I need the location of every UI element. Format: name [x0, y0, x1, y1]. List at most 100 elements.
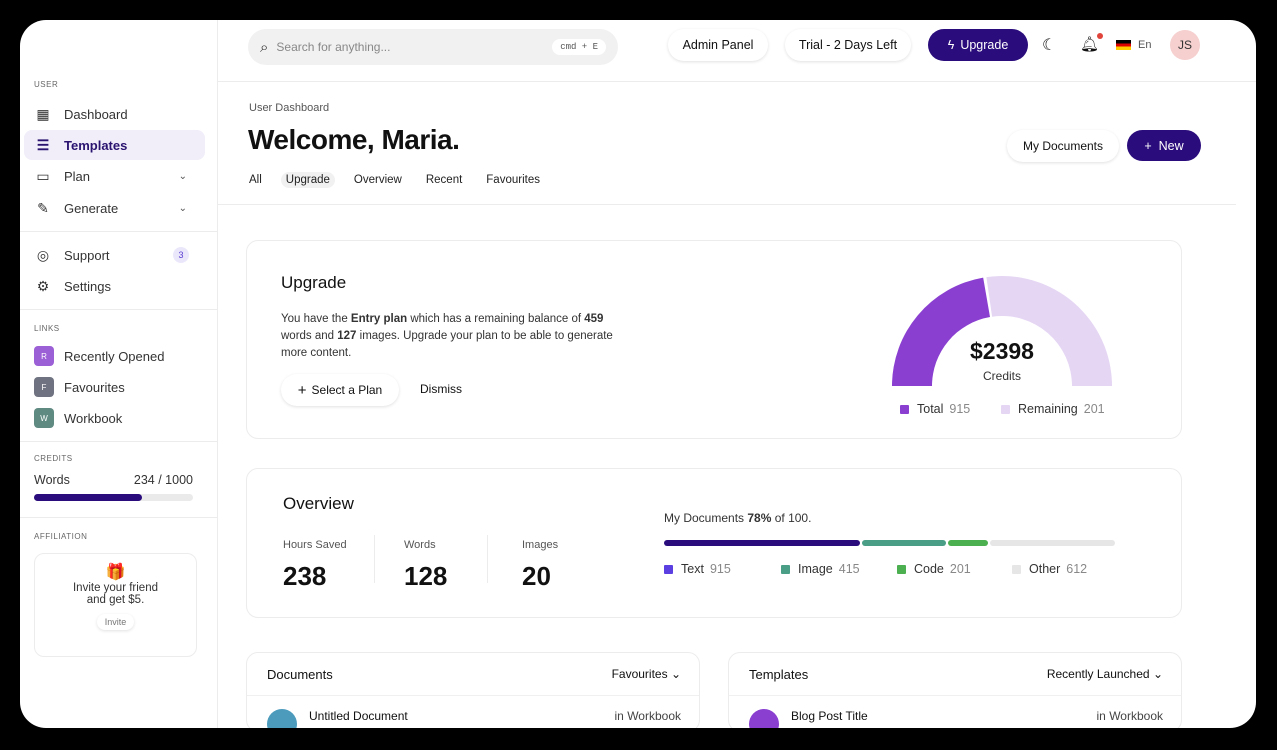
- stat-hours-saved: Hours Saved 238: [283, 539, 347, 591]
- wallet-icon: ▭: [36, 167, 50, 184]
- documents-filter-dropdown[interactable]: Favourites ⌄: [611, 667, 681, 681]
- grid-icon: ▦: [36, 105, 50, 122]
- credits-row: Words 234 / 1000: [34, 473, 193, 487]
- gift-icon: 🎁: [105, 564, 126, 581]
- tab-overview[interactable]: Overview: [353, 174, 402, 186]
- invite-button[interactable]: Invite: [97, 614, 135, 630]
- notification-dot: [1097, 33, 1104, 39]
- sidebar-link-item[interactable]: W Workbook: [24, 403, 205, 433]
- shortcut-hint: cmd + E: [552, 39, 606, 55]
- legend-swatch: [1012, 564, 1021, 574]
- sidebar-item-generate[interactable]: ✎ Generate ⌄: [24, 193, 205, 223]
- upgrade-description: You have the Entry plan which has a rema…: [281, 313, 613, 359]
- legend-swatch: [1001, 404, 1010, 414]
- language-selector[interactable]: En: [1116, 39, 1151, 51]
- upgrade-title: Upgrade: [281, 273, 347, 292]
- main-content: User Dashboard Welcome, Maria. All Upgrad…: [218, 82, 1256, 728]
- sidebar-item-support[interactable]: ◎ Support 3: [24, 240, 205, 270]
- divider: [218, 204, 1236, 205]
- divider: [20, 441, 217, 442]
- upgrade-button[interactable]: ϟ Upgrade: [928, 29, 1028, 61]
- sidebar-item-label: Generate: [64, 200, 119, 216]
- documents-title: Documents: [267, 667, 333, 682]
- gauge-remaining-arc: [986, 276, 1112, 386]
- tab-bar: All Upgrade Overview Recent Favourites: [244, 172, 545, 188]
- chevron-down-icon: ⌄: [178, 170, 187, 182]
- chevron-down-icon: ⌄: [670, 667, 681, 681]
- credits-progress: [34, 494, 193, 501]
- lifebuoy-icon: ◎: [36, 246, 50, 263]
- lightning-icon: ϟ: [947, 38, 955, 52]
- section-label-credits: CREDITS: [34, 454, 73, 463]
- bell-icon[interactable]: 🔔︎: [1080, 33, 1104, 53]
- gauge-label: Credits: [982, 369, 1021, 383]
- select-plan-button[interactable]: + Select a Plan: [281, 374, 399, 406]
- documents-usage-text: My Documents 78% of 100.: [664, 511, 812, 525]
- stat-images: Images 20: [522, 539, 559, 591]
- divider: [20, 517, 217, 518]
- section-label-affiliation: AFFILIATION: [34, 532, 88, 541]
- tab-upgrade[interactable]: Upgrade: [280, 172, 335, 188]
- bar-segment-text: [664, 540, 860, 546]
- sidebar-item-label: Dashboard: [64, 106, 128, 122]
- sidebar-link-item[interactable]: R Recently Opened: [24, 341, 205, 371]
- legend-swatch: [897, 564, 906, 574]
- link-letter-icon: R: [34, 346, 54, 366]
- plus-icon: +: [1144, 138, 1152, 153]
- moon-icon[interactable]: ☾: [1042, 37, 1057, 54]
- divider: [487, 535, 488, 583]
- section-label-links: LINKS: [34, 324, 60, 333]
- plus-icon: +: [297, 381, 307, 399]
- dismiss-button[interactable]: Dismiss: [420, 382, 462, 396]
- sidebar-link-item[interactable]: F Favourites: [24, 372, 205, 402]
- tab-recent[interactable]: Recent: [425, 174, 463, 186]
- credits-value: 234 / 1000: [133, 473, 193, 487]
- admin-panel-button[interactable]: Admin Panel: [668, 29, 768, 61]
- bar-segment-code: [948, 540, 989, 546]
- new-button[interactable]: + New: [1127, 130, 1201, 161]
- search-icon: ⌕: [260, 38, 269, 56]
- affiliation-text: Invite your friend: [72, 582, 158, 594]
- new-label: New: [1158, 138, 1184, 153]
- support-badge: 3: [173, 247, 189, 263]
- link-letter-icon: F: [34, 377, 54, 397]
- avatar[interactable]: JS: [1170, 30, 1200, 60]
- document-icon: ☰: [36, 136, 50, 153]
- document-name[interactable]: Untitled Document: [309, 709, 408, 723]
- breadcrumb: User Dashboard: [249, 102, 330, 114]
- template-name[interactable]: Blog Post Title: [791, 709, 868, 723]
- affiliation-card: 🎁 Invite your friend and get $5. Invite: [34, 553, 197, 657]
- section-label-user: USER: [34, 80, 59, 89]
- trial-button[interactable]: Trial - 2 Days Left: [785, 29, 911, 61]
- sidebar-item-dashboard[interactable]: ▦ Dashboard: [24, 99, 205, 129]
- upgrade-label: Upgrade: [960, 38, 1009, 52]
- sidebar-item-label: Recently Opened: [64, 348, 165, 364]
- page-title: Welcome, Maria.: [248, 124, 460, 155]
- chevron-down-icon: ⌄: [178, 202, 187, 214]
- templates-card: Templates Recently Launched ⌄ Blog Post …: [728, 652, 1182, 728]
- sidebar-item-label: Support: [64, 247, 110, 263]
- credits-progress-fill: [34, 494, 143, 501]
- tab-all[interactable]: All: [249, 174, 262, 186]
- sidebar-item-label: Favourites: [64, 379, 125, 395]
- app-window: USER ▦ Dashboard ☰ Templates ▭ Plan ⌄ ✎ Gener…: [20, 20, 1256, 728]
- german-flag-icon: [1116, 40, 1131, 50]
- language-label: En: [1138, 39, 1152, 51]
- template-avatar: [749, 709, 779, 728]
- templates-title: Templates: [749, 667, 809, 682]
- my-documents-button[interactable]: My Documents: [1007, 130, 1119, 162]
- select-plan-label: Select a Plan: [311, 383, 383, 397]
- divider: [247, 695, 699, 696]
- legend-swatch: [781, 564, 790, 574]
- sidebar-item-templates[interactable]: ☰ Templates: [24, 130, 205, 160]
- chevron-down-icon: ⌄: [1152, 667, 1163, 681]
- search-input[interactable]: ⌕ Search for anything... cmd + E: [248, 29, 618, 65]
- sidebar-item-label: Plan: [64, 168, 91, 184]
- document-avatar: [267, 709, 297, 728]
- sidebar-item-plan[interactable]: ▭ Plan ⌄: [24, 161, 205, 191]
- tab-favourites[interactable]: Favourites: [486, 174, 540, 186]
- top-bar: ⌕ Search for anything... cmd + E Admin Pan…: [218, 20, 1256, 82]
- sidebar-item-settings[interactable]: ⚙ Settings: [24, 271, 205, 301]
- legend-total: Total 915: [900, 402, 970, 416]
- templates-filter-dropdown[interactable]: Recently Launched ⌄: [1046, 667, 1163, 681]
